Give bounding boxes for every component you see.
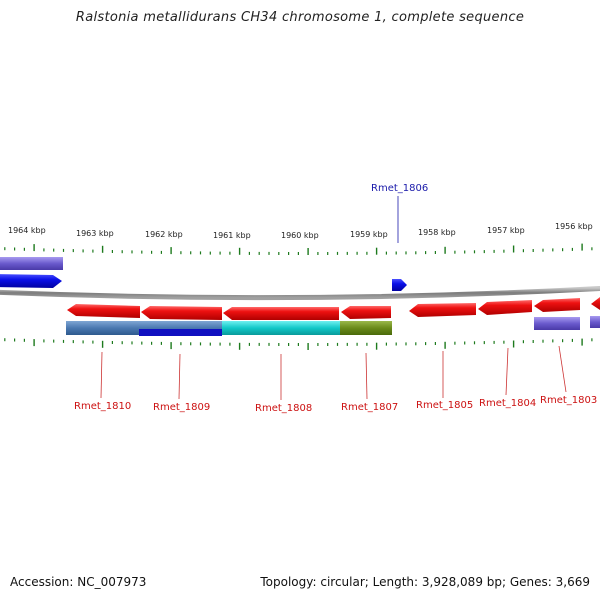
gene-labels: Rmet_1810 Rmet_1809 Rmet_1808 Rmet_1807 … — [74, 395, 597, 414]
label-rmet-1806[interactable]: Rmet_1806 — [371, 183, 428, 194]
leader-lines — [100, 345, 567, 400]
gene-rmet-1809[interactable] — [141, 306, 222, 320]
accession-info: Accession: NC_007973 — [10, 575, 147, 589]
feature-olive-band[interactable] — [340, 321, 392, 335]
chromosome-backbone — [0, 286, 600, 301]
feature-purple-right[interactable] — [534, 317, 580, 330]
leader-rmet-1809 — [178, 353, 181, 400]
gene-rmet-1807[interactable] — [341, 306, 391, 319]
gene-rmet-1805[interactable] — [409, 303, 476, 317]
scale-ticks-inner — [4, 338, 593, 350]
label-rmet-1810[interactable]: Rmet_1810 — [74, 401, 131, 412]
scale-label-1964: 1964 kbp — [8, 226, 46, 235]
scale-label-1959: 1959 kbp — [350, 230, 388, 239]
label-rmet-1809[interactable]: Rmet_1809 — [153, 402, 210, 413]
scale-label-1958: 1958 kbp — [418, 228, 456, 237]
feature-purple-left[interactable] — [0, 257, 63, 270]
label-rmet-1807[interactable]: Rmet_1807 — [341, 402, 398, 413]
scale-labels: 1964 kbp 1963 kbp 1962 kbp 1961 kbp 1960… — [8, 222, 593, 240]
label-rmet-1808[interactable]: Rmet_1808 — [255, 403, 312, 414]
gene-rmet-1810[interactable] — [67, 304, 140, 318]
gene-rmet-1803[interactable] — [534, 298, 580, 312]
scale-label-1956: 1956 kbp — [555, 222, 593, 231]
gene-rmet-1804[interactable] — [478, 300, 532, 315]
leader-rmet-1803 — [558, 345, 567, 393]
gene-forward-left[interactable] — [0, 274, 62, 288]
gene-rmet-1808[interactable] — [223, 307, 339, 320]
gene-rightmost[interactable] — [591, 296, 600, 310]
scale-label-1962: 1962 kbp — [145, 230, 183, 239]
feature-purple-edge[interactable] — [590, 316, 600, 328]
feature-cyan-band[interactable] — [222, 321, 340, 335]
scale-label-1957: 1957 kbp — [487, 226, 525, 235]
sequence-stats: Topology: circular; Length: 3,928,089 bp… — [260, 575, 590, 589]
map-title: Ralstonia metallidurans CH34 chromosome … — [75, 10, 525, 25]
scale-ticks-outer — [4, 243, 593, 255]
feature-blue-band[interactable] — [139, 329, 222, 336]
label-rmet-1803[interactable]: Rmet_1803 — [540, 395, 597, 406]
gene-rmet-1806[interactable] — [392, 279, 407, 291]
leader-rmet-1810 — [100, 351, 103, 399]
leader-rmet-1807 — [365, 352, 368, 400]
label-rmet-1804[interactable]: Rmet_1804 — [479, 398, 536, 409]
scale-label-1963: 1963 kbp — [76, 229, 114, 238]
label-rmet-1805[interactable]: Rmet_1805 — [416, 400, 473, 411]
scale-label-1961: 1961 kbp — [213, 231, 251, 240]
scale-label-1960: 1960 kbp — [281, 231, 319, 240]
leader-rmet-1804 — [505, 347, 509, 396]
